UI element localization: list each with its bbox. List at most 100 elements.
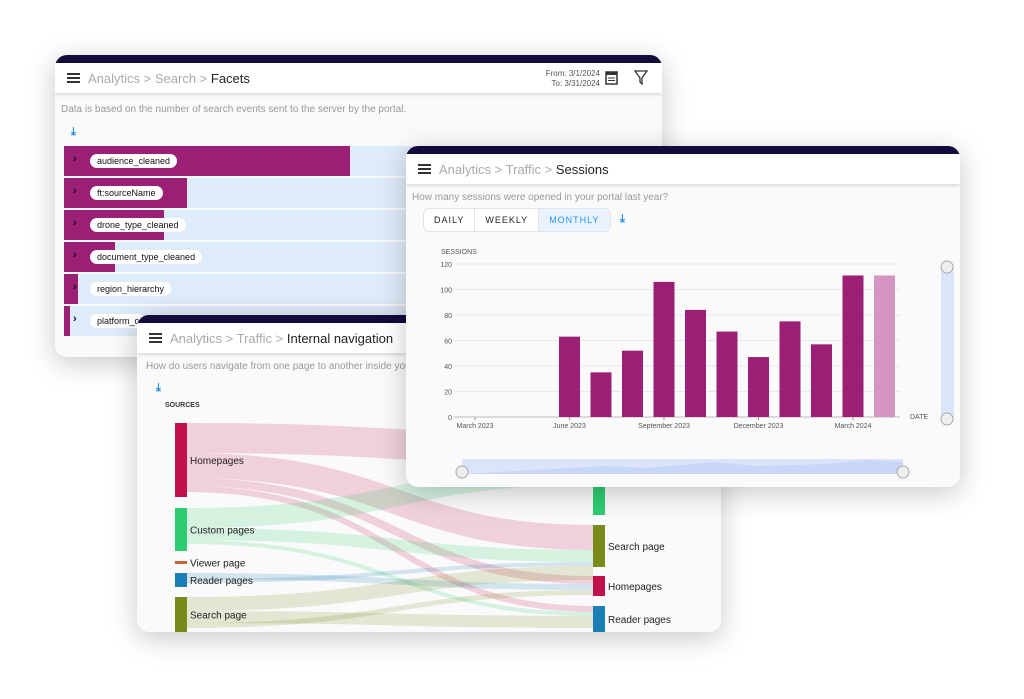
breadcrumb-item[interactable]: Analytics	[439, 161, 492, 177]
y-tick-label: 100	[440, 288, 452, 295]
granularity-tabs: DAILY WEEKLY MONTHLY	[423, 208, 611, 232]
x-tick-label: March 2023	[457, 423, 494, 430]
y-tick-label: 20	[444, 390, 452, 397]
bar[interactable]	[590, 372, 612, 417]
bar[interactable]	[748, 357, 769, 417]
sankey-link	[186, 611, 594, 628]
facet-label: region_hierarchy	[90, 282, 172, 296]
sankey-link	[186, 566, 594, 611]
download-icon[interactable]: ⤓	[71, 126, 76, 138]
sankey-source-label: Homepages	[190, 456, 244, 467]
sankey-source-node[interactable]	[175, 508, 187, 551]
x-tick-label: June 2023	[553, 423, 586, 430]
y-tick-label: 80	[444, 313, 452, 320]
breadcrumb-sep: >	[222, 330, 237, 346]
sankey-target-node[interactable]	[593, 606, 605, 632]
sankey-source-node[interactable]	[175, 561, 187, 564]
breadcrumb-item[interactable]: Analytics	[170, 330, 223, 346]
facet-bar	[64, 306, 70, 336]
bar[interactable]	[779, 321, 801, 417]
chevron-right-icon[interactable]: ›	[73, 281, 77, 293]
breadcrumb-item[interactable]: Analytics	[88, 70, 141, 86]
bar[interactable]	[716, 331, 738, 417]
sessions-header: Analytics > Traffic > Sessions	[406, 154, 960, 184]
facet-label: document_type_cleaned	[90, 250, 203, 264]
bar[interactable]	[559, 336, 580, 417]
facet-label: ft:sourceName	[90, 186, 163, 200]
bar[interactable]	[842, 275, 864, 417]
sankey-target-label: Homepages	[608, 582, 662, 593]
calendar-icon[interactable]	[605, 70, 618, 85]
sessions-description: How many sessions were opened in your po…	[412, 192, 669, 203]
page-title: Facets	[210, 70, 250, 86]
breadcrumb: Analytics > Traffic > Internal navigatio…	[170, 331, 393, 346]
sankey-target-label: Search page	[608, 542, 665, 553]
sankey-source-label: Search page	[190, 611, 247, 622]
sankey-target-label: Reader pages	[608, 615, 671, 626]
sources-label: SOURCES	[165, 402, 200, 409]
date-range[interactable]: From: 3/1/2024 To: 3/31/2024	[546, 69, 600, 89]
sessions-card: Analytics > Traffic > Sessions How many …	[406, 146, 960, 487]
sankey-link	[186, 486, 594, 612]
chevron-right-icon[interactable]: ›	[73, 185, 77, 197]
download-icon[interactable]: ⤓	[620, 213, 625, 225]
facet-label: platform_c	[90, 314, 147, 328]
y-axis-label: SESSIONS	[441, 249, 477, 256]
breadcrumb: Analytics > Traffic > Sessions	[439, 162, 609, 177]
breadcrumb-sep: >	[541, 161, 556, 177]
bar[interactable]	[685, 309, 706, 417]
facet-label: drone_type_cleaned	[90, 218, 186, 232]
slider-handle[interactable]	[896, 465, 910, 479]
date-from: From: 3/1/2024	[545, 69, 600, 78]
chevron-right-icon[interactable]: ›	[73, 313, 77, 325]
sankey-link	[186, 528, 594, 562]
bar[interactable]	[622, 350, 643, 417]
sankey-source-label: Viewer page	[190, 559, 246, 570]
bar[interactable]	[874, 275, 895, 417]
y-tick-label: 120	[440, 262, 452, 269]
y-tick-label: 40	[444, 364, 452, 371]
bar[interactable]	[811, 344, 832, 417]
breadcrumb-item[interactable]: Search	[154, 70, 197, 86]
slider-handle[interactable]	[940, 412, 954, 426]
sankey-link	[186, 573, 594, 590]
breadcrumb-sep: >	[272, 330, 287, 346]
x-tick-label: September 2023	[638, 423, 690, 430]
x-axis-label: DATE	[910, 414, 928, 421]
chevron-right-icon[interactable]: ›	[73, 249, 77, 261]
download-icon[interactable]: ⤓	[156, 382, 161, 394]
breadcrumb-item[interactable]: Traffic	[236, 330, 273, 346]
menu-icon[interactable]	[67, 73, 80, 83]
tab-monthly[interactable]: MONTHLY	[539, 209, 610, 231]
tab-weekly[interactable]: WEEKLY	[475, 209, 540, 231]
sankey-source-node[interactable]	[175, 423, 187, 497]
filter-icon[interactable]	[634, 70, 648, 85]
card-topbar	[406, 146, 960, 154]
sankey-source-label: Custom pages	[190, 526, 254, 537]
sankey-target-node[interactable]	[593, 525, 605, 567]
sankey-target-node[interactable]	[593, 576, 605, 596]
sankey-link	[186, 562, 594, 583]
breadcrumb: Analytics > Search > Facets	[88, 71, 250, 86]
y-tick-label: 0	[448, 415, 452, 422]
y-tick-label: 60	[444, 339, 452, 346]
chevron-right-icon[interactable]: ›	[73, 217, 77, 229]
facet-label: audience_cleaned	[90, 154, 178, 168]
sankey-source-node[interactable]	[175, 573, 187, 587]
chevron-right-icon[interactable]: ›	[73, 153, 77, 165]
menu-icon[interactable]	[418, 164, 431, 174]
sankey-source-node[interactable]	[175, 597, 187, 632]
tab-daily[interactable]: DAILY	[424, 209, 476, 231]
sankey-link	[186, 453, 594, 550]
breadcrumb-sep: >	[491, 161, 506, 177]
navigation-description: How do users navigate from one page to a…	[146, 361, 411, 372]
facets-description: Data is based on the number of search ev…	[61, 104, 407, 115]
page-title: Internal navigation	[286, 330, 394, 346]
slider-handle[interactable]	[940, 260, 954, 274]
menu-icon[interactable]	[149, 333, 162, 343]
bar[interactable]	[653, 281, 675, 417]
facet-bar	[64, 274, 79, 304]
slider-handle[interactable]	[455, 465, 469, 479]
y-zoom-slider[interactable]	[941, 267, 954, 419]
breadcrumb-item[interactable]: Traffic	[505, 161, 542, 177]
